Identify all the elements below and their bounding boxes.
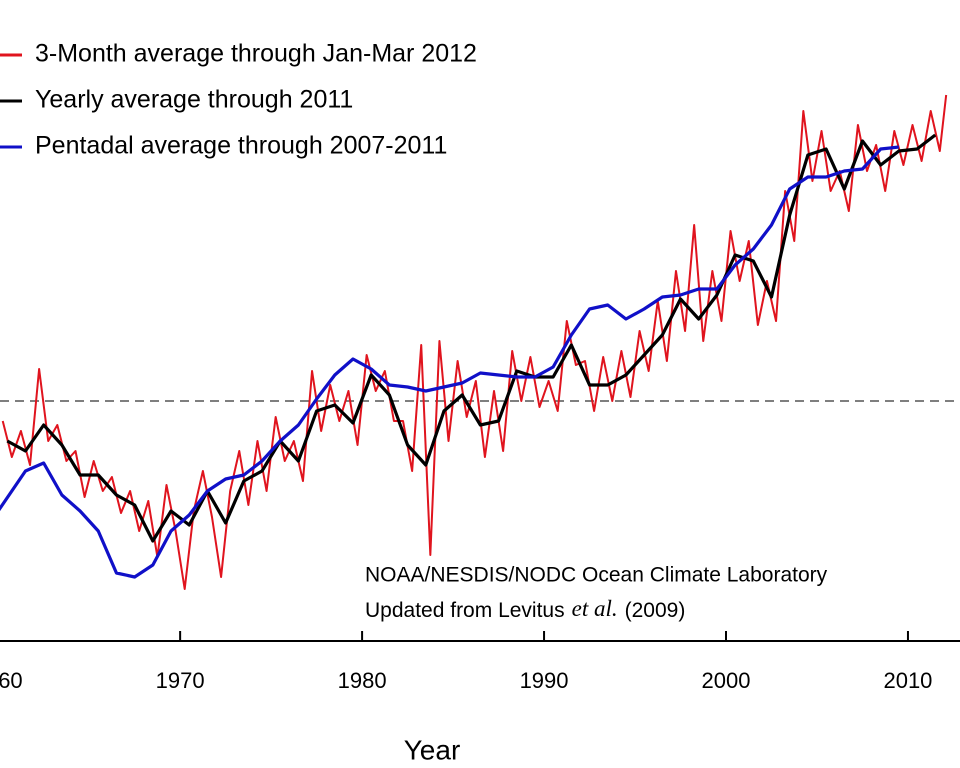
annotation: NOAA/NESDIS/NODC Ocean Climate Laborator… — [365, 564, 828, 587]
series-line — [6, 133, 937, 543]
annotation-part: Updated from Levitus — [365, 599, 565, 622]
series-line — [0, 145, 900, 579]
x-tick-label: 1980 — [338, 668, 387, 693]
x-tick-label: 1990 — [520, 668, 569, 693]
x-tick-label: 2000 — [702, 668, 751, 693]
x-tick-label: 2010 — [883, 668, 932, 693]
legend-label: Yearly average through 2011 — [35, 86, 353, 114]
legend-label: 3-Month average through Jan-Mar 2012 — [35, 40, 477, 68]
legend-label: Pentadal average through 2007-2011 — [35, 132, 447, 160]
annotation: Updated from Levitus et al. (2009) — [365, 596, 685, 621]
x-axis-label: Year — [404, 734, 461, 765]
x-tick-label: 1960 — [0, 668, 23, 693]
annotation-part: et al. — [572, 596, 618, 621]
x-tick-label: 1970 — [156, 668, 205, 693]
series-line — [1, 94, 948, 590]
annotation-part: (2009) — [625, 599, 686, 622]
